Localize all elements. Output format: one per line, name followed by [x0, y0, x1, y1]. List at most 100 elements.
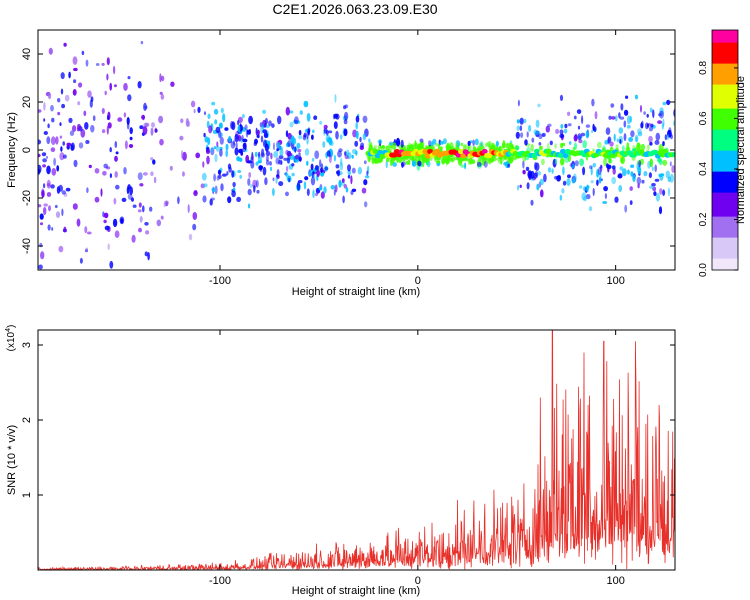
spectrogram-cell: [530, 199, 534, 206]
spectrogram-cell: [471, 159, 476, 164]
spectrogram-plot-area: [38, 30, 675, 270]
spectrogram-cell: [465, 143, 468, 151]
colorbar-stripe: [712, 153, 738, 157]
spectrogram-cell: [307, 127, 311, 133]
spectrogram-cell: [306, 131, 309, 140]
spectrogram-cell: [182, 171, 185, 177]
spectrogram-cell: [538, 142, 542, 146]
spectrogram-cell: [339, 134, 343, 140]
spectrogram-cell: [39, 213, 44, 220]
spectrogram-cell: [630, 130, 635, 138]
spectrogram-y-tick-label: -40: [21, 238, 33, 254]
spectrogram-cell: [113, 65, 116, 75]
spectrogram-cell: [42, 164, 46, 168]
spectrogram-cell: [509, 157, 514, 163]
spectrogram-cell: [326, 150, 331, 157]
spectrogram-cell: [460, 142, 464, 147]
colorbar-stripe: [712, 111, 738, 115]
spectrogram-cell: [377, 139, 383, 145]
spectrogram-cell: [632, 174, 636, 182]
spectrogram-cell: [671, 165, 675, 173]
spectrogram-cell: [627, 169, 630, 175]
spectrogram-cell: [241, 134, 244, 141]
spectrogram-ridge-cell: [557, 152, 564, 158]
spectrogram-cell: [104, 225, 110, 231]
spectrogram-cell: [314, 150, 320, 159]
spectrogram-cell: [350, 190, 354, 196]
spectrogram-cell: [72, 125, 77, 132]
spectrogram-cell: [519, 184, 522, 188]
spectrogram-cell: [101, 62, 105, 66]
spectrogram-cell: [123, 112, 127, 118]
spectrogram-cell: [244, 148, 248, 153]
spectrogram-cell: [605, 127, 611, 135]
spectrogram-cell: [560, 157, 565, 166]
spectrogram-cell: [636, 176, 642, 185]
spectrogram-cell: [629, 186, 633, 191]
spectrogram-cell: [311, 171, 315, 178]
spectrogram-cell: [264, 143, 269, 152]
spectrogram-ridge-cell: [481, 148, 488, 155]
spectrogram-cell: [341, 178, 345, 183]
spectrogram-cell: [261, 123, 265, 130]
spectrogram-cell: [323, 186, 327, 194]
spectrogram-cell: [386, 157, 389, 163]
spectrogram-cell: [255, 179, 259, 188]
spectrogram-cell: [103, 163, 108, 169]
spectrogram-cell: [285, 165, 289, 172]
spectrogram-cell: [236, 156, 241, 162]
spectrogram-cell: [109, 147, 112, 153]
spectrogram-cell: [567, 123, 572, 127]
spectrogram-cell: [312, 189, 315, 199]
spectrogram-cell: [531, 137, 535, 143]
spectrogram-cell: [101, 129, 106, 134]
spectrogram-cell: [87, 231, 92, 235]
spectrogram-cell: [533, 129, 538, 135]
spectrogram-cell: [638, 160, 642, 168]
colorbar-stripe: [712, 201, 738, 205]
spectrogram-cell: [276, 169, 280, 177]
spectrogram-cell: [43, 118, 46, 122]
spectrogram-cell: [86, 187, 89, 194]
colorbar-stripe: [712, 183, 738, 187]
colorbar-stripe: [712, 204, 738, 208]
colorbar-stripe: [712, 81, 738, 85]
spectrogram-cell: [87, 90, 92, 98]
spectrogram-cell: [591, 129, 594, 134]
spectrogram-cell: [94, 168, 100, 174]
spectrogram-cell: [630, 164, 635, 168]
spectrogram-cell: [197, 106, 201, 113]
spectrogram-cell: [163, 202, 167, 208]
spectrogram-cell: [237, 170, 242, 173]
spectrogram-cell: [568, 141, 572, 145]
spectrogram-ridge-cell: [662, 148, 669, 154]
spectrogram-cell: [193, 190, 198, 197]
spectrogram-cell: [192, 223, 197, 231]
spectrogram-cell: [395, 137, 401, 147]
spectrogram-cell: [361, 187, 367, 194]
colorbar-stripe: [712, 69, 738, 73]
spectrogram-y-tick-label: -20: [21, 190, 33, 206]
spectrogram-cell: [46, 136, 51, 145]
spectrogram-cell: [436, 160, 441, 164]
colorbar-stripe: [712, 33, 738, 37]
spectrogram-cell: [248, 128, 251, 135]
spectrogram-cell: [41, 152, 47, 157]
spectrogram-cell: [670, 134, 673, 140]
spectrogram-cell: [43, 183, 46, 189]
spectrogram-cell: [609, 141, 614, 147]
spectrogram-cell: [649, 107, 653, 113]
spectrogram-cell: [417, 160, 422, 167]
spectrogram-cell: [224, 127, 229, 131]
spectrogram-cell: [598, 176, 602, 184]
spectrogram-cell: [244, 124, 248, 130]
colorbar-tick-label: 0.0: [698, 263, 709, 277]
snr-x-tick-label: -100: [209, 575, 231, 587]
colorbar-tick-label: 0.8: [698, 61, 709, 75]
spectrogram-cell: [614, 196, 619, 203]
spectrogram-cell: [254, 151, 258, 158]
spectrogram-cell: [201, 172, 207, 181]
spectrogram-x-tick-label: 0: [415, 275, 421, 287]
spectrogram-cell: [218, 174, 222, 180]
spectrogram-cell: [535, 119, 540, 128]
